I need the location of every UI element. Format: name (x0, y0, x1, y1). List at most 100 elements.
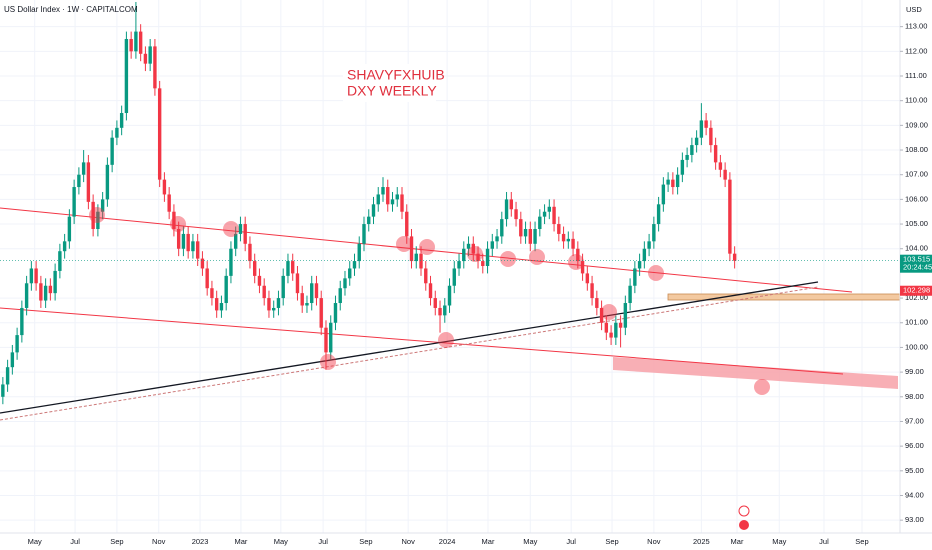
candle-body (15, 335, 19, 353)
candle-body (295, 273, 300, 294)
x-tick-label: 2025 (693, 537, 710, 546)
y-tick-label: 109.00 (905, 120, 928, 129)
candle-body (210, 288, 214, 299)
x-tick-label: May (772, 537, 786, 546)
candle-body (291, 261, 295, 274)
candle-body (58, 251, 62, 271)
candle-body (704, 120, 708, 128)
candle-body (357, 243, 361, 262)
candle-body (647, 241, 651, 249)
y-tick-label: 101.00 (905, 318, 928, 327)
candle-body (348, 268, 352, 279)
candle-body (86, 162, 91, 202)
candle-body (500, 219, 504, 237)
level-price: 102.298 (903, 286, 930, 295)
candle-body (476, 253, 480, 262)
y-tick-label: 96.00 (905, 441, 924, 450)
candle-body (514, 209, 518, 220)
candle-body (329, 322, 333, 353)
candle-body (91, 201, 95, 229)
countdown: 20:24:45 (903, 263, 932, 272)
candle-body (153, 46, 157, 89)
candle-body (538, 216, 542, 229)
ticks: 93.00 94.00 95.00 96.00 97.00 98.00 99.00 100.0… (28, 22, 928, 546)
candle-body (519, 219, 523, 237)
candle-body (623, 303, 628, 328)
y-tick-label: 102.00 (905, 293, 928, 302)
x-tick-label: Mar (482, 537, 495, 546)
x-tick-label: Jul (566, 537, 576, 546)
candle-body (148, 46, 152, 64)
candle-body (214, 298, 219, 311)
candle-body (243, 224, 247, 244)
candle-body (310, 283, 314, 304)
channel-upper (0, 207, 853, 293)
candle-body (652, 224, 656, 242)
x-tick-label: Jul (318, 537, 328, 546)
candle-body (129, 38, 133, 52)
dashed-trend (0, 286, 819, 421)
candle-body (405, 211, 409, 237)
candle-body (547, 206, 552, 212)
candle-body (5, 367, 10, 385)
candle-body (195, 241, 200, 259)
level-box (900, 285, 932, 296)
candle-body (34, 268, 38, 284)
candle-body (272, 307, 276, 311)
candle-body (561, 233, 566, 242)
candle-body (542, 211, 547, 217)
candle-body (443, 305, 447, 316)
y-tick-label: 111.00 (905, 71, 927, 80)
x-tick-label: May (274, 537, 288, 546)
y-axis-label: USD (906, 5, 922, 14)
candle-body (29, 268, 34, 284)
candle-body (680, 159, 685, 175)
chart-title: US Dollar Index · 1W · CAPITALCOM (4, 5, 138, 14)
touch (396, 236, 412, 252)
candle-body (181, 233, 186, 249)
candle-body (96, 211, 100, 229)
touch (467, 246, 483, 262)
candle-body (24, 283, 29, 308)
y-tick-label: 108.00 (905, 145, 928, 154)
candle-body (376, 194, 380, 205)
candle-body (53, 270, 57, 294)
candle-body (110, 137, 114, 165)
candle-body (248, 243, 252, 262)
y-tick-label: 97.00 (905, 416, 924, 425)
candle-body (642, 248, 647, 262)
touch (601, 304, 617, 320)
candle-body (585, 273, 590, 284)
candle-body (614, 322, 618, 338)
candle-body (352, 261, 357, 269)
candle-body (466, 243, 471, 249)
y-tick-label: 106.00 (905, 194, 928, 203)
candle-body (728, 179, 732, 254)
candle-body (371, 204, 376, 217)
candle-body (367, 216, 371, 225)
touch (320, 354, 336, 370)
x-tick-label: 2024 (439, 537, 456, 546)
y-tick-label: 107.00 (905, 170, 928, 179)
candle-body (219, 303, 224, 311)
grid (0, 0, 900, 533)
candle-body (20, 307, 24, 336)
candle-body (386, 187, 390, 205)
candle-body (186, 233, 190, 252)
y-tick-label: 113.00 (905, 22, 927, 31)
candle-body (319, 298, 323, 328)
candle-body (205, 268, 209, 289)
candle-body (286, 261, 290, 276)
y-tick-label: 100.00 (905, 342, 928, 351)
candle-body (576, 248, 580, 262)
candle-body (115, 127, 119, 138)
candle-body (618, 322, 623, 328)
candle-body (105, 164, 110, 200)
candle-body (224, 275, 228, 304)
candle-body (100, 199, 105, 212)
candle-body (43, 285, 48, 301)
x-tick-label: Mar (234, 537, 247, 546)
candle-body (590, 283, 594, 299)
candle-body (338, 288, 342, 304)
